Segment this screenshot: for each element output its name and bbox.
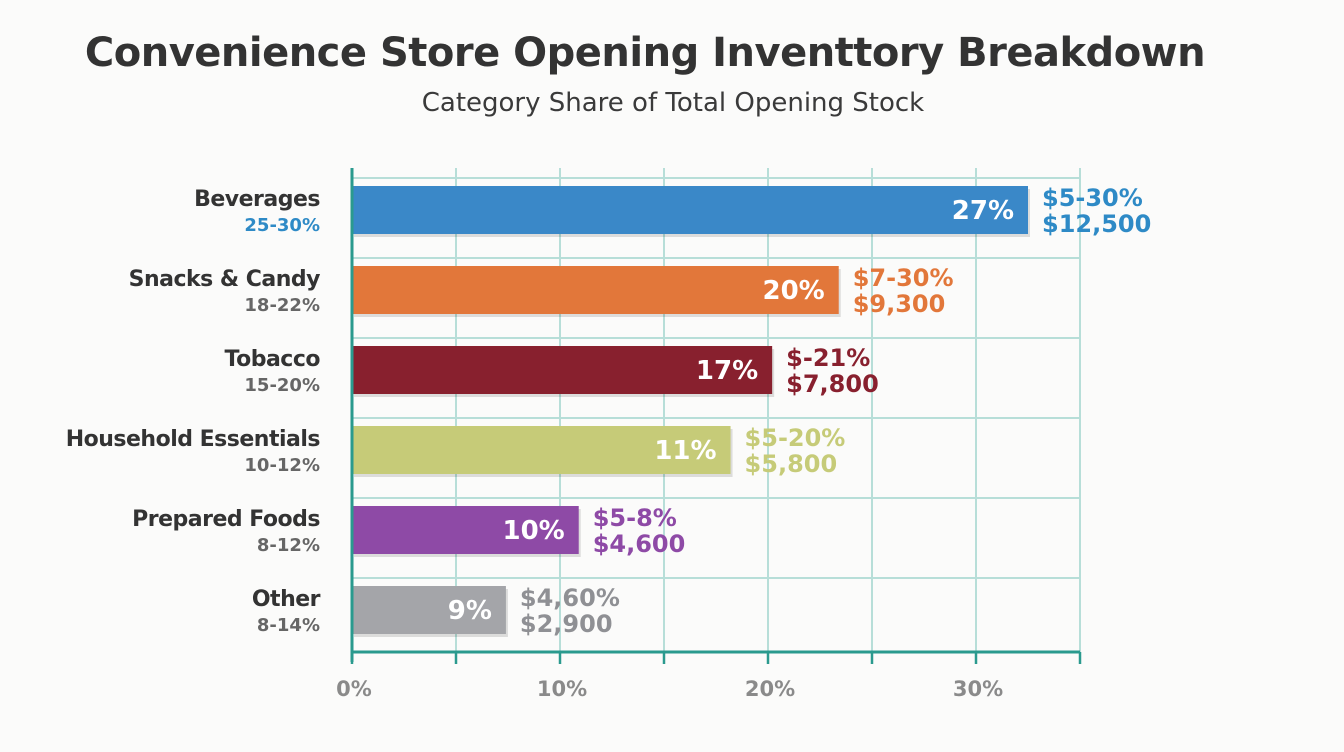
chart-subtitle: Category Share of Total Opening Stock [421,88,925,118]
x-tick-label: 0% [336,677,372,701]
bars-layer [352,186,1030,637]
category-label: Prepared Foods [132,507,320,532]
category-range-label: 25-30% [244,215,320,236]
category-label: Beverages [194,187,320,212]
side-amount-label: $12,500 [1042,210,1151,238]
side-percent-label: $5-30% [1042,184,1143,212]
category-label: Tobacco [225,347,321,372]
x-tick-label: 10% [537,677,587,701]
side-percent-label: $-21% [786,344,870,372]
bar-value-label: 27% [952,196,1014,226]
category-range-label: 18-22% [244,295,320,316]
category-label: Other [252,587,321,612]
side-percent-label: $4,60% [520,584,620,612]
bar [352,506,579,554]
category-label: Snacks & Candy [129,267,321,292]
chart-title: Convenience Store Opening Inventtory Bre… [84,30,1206,76]
bar-value-label: 20% [762,276,824,306]
category-range-label: 10-12% [244,455,320,476]
side-percent-label: $5-20% [745,424,846,452]
bar-value-label: 11% [654,436,716,466]
bar-value-label: 17% [696,356,758,386]
bar [352,186,1028,234]
bar [352,346,773,394]
category-range-label: 8-14% [257,615,320,636]
side-amount-label: $7,800 [786,370,879,398]
side-amount-label: $4,600 [593,530,686,558]
bar [352,586,506,634]
grid-layer [352,168,1081,652]
axis-layer: 0% 10% 20% 30% [336,168,1082,701]
x-tick-label: 30% [953,677,1003,701]
category-label: Household Essentials [66,427,321,452]
side-amount-label: $9,300 [853,290,946,318]
category-range-label: 8-12% [257,535,320,556]
x-tick-label: 20% [745,677,795,701]
bar-value-label: 10% [502,516,564,546]
side-amount-label: $5,800 [745,450,838,478]
bar-value-label: 9% [448,596,492,626]
labels-layer: 27% Beverages 25-30% $5-30%$12,500 20% Snacks… [66,184,1152,638]
side-percent-label: $7-30% [853,264,954,292]
bar [352,266,839,314]
bar [352,426,731,474]
side-amount-label: $2,900 [520,610,613,638]
side-percent-label: $5-8% [593,504,677,532]
category-range-label: 15-20% [244,375,320,396]
